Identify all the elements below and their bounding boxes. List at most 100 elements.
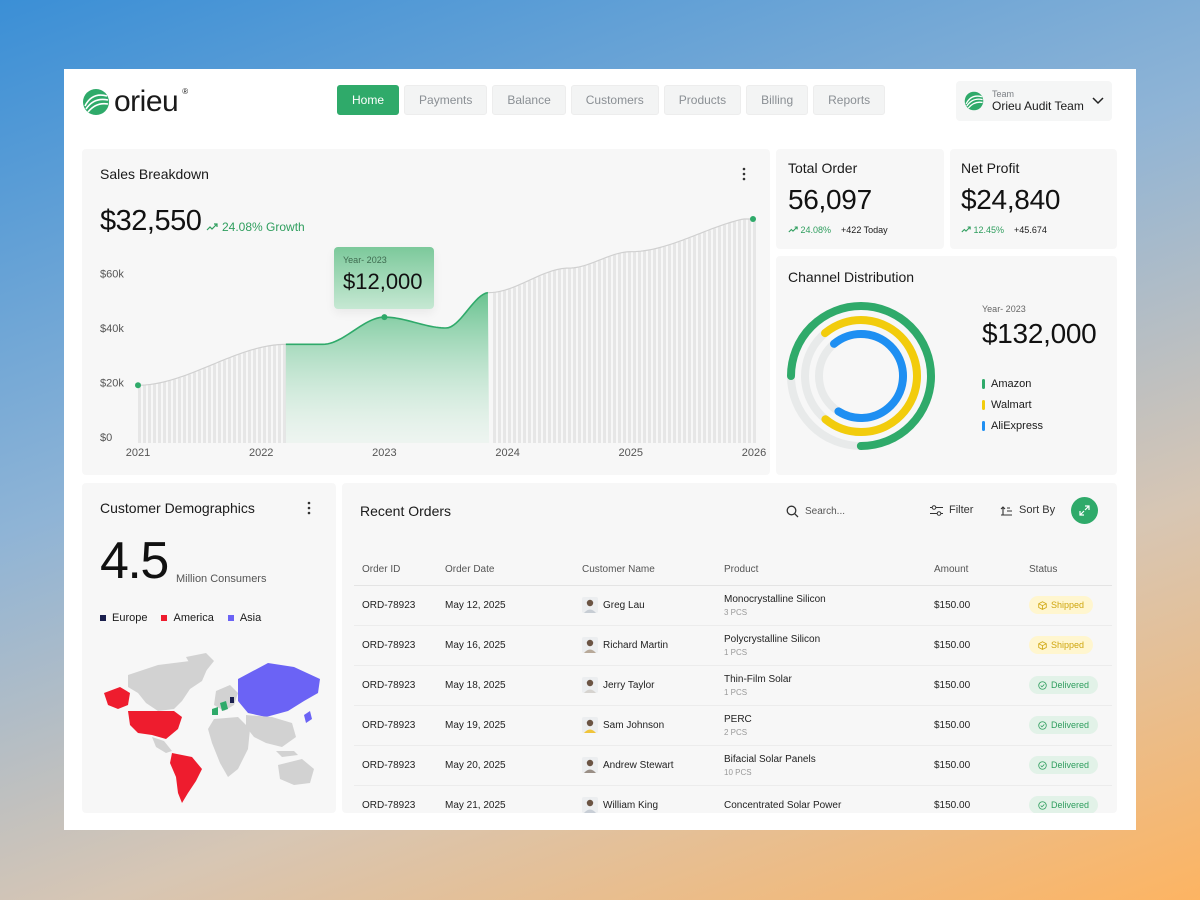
chart-bar [143,385,146,443]
chart-bar [173,379,176,443]
orders-search[interactable]: Search... [778,497,908,525]
status-badge: Delivered [1029,796,1099,813]
sort-button[interactable]: Sort By [1000,504,1055,516]
tooltip-value: $12,000 [343,269,423,294]
customer-name: Sam Johnson [603,719,665,731]
net-profit-card: Net Profit $24,840 12.45% +45.674 [950,149,1117,249]
check-circle-icon [1038,800,1047,810]
column-header-amount[interactable]: Amount [926,555,1021,586]
avatar [582,597,598,613]
chart-bar [158,383,161,443]
status-cell: Shipped [1021,625,1112,666]
chart-bar [198,370,201,443]
map-alaska [104,687,130,709]
status-text: Delivered [1051,680,1090,690]
chart-bar [753,219,756,443]
more-options-icon[interactable] [742,167,746,181]
legend-label: Amazon [991,377,1032,390]
nav-balance[interactable]: Balance [492,85,566,115]
chart-bar [643,250,646,443]
chart-end-point [750,216,756,222]
table-row[interactable]: ORD-78923 May 16, 2025 Richard Martin Polyc… [354,625,1112,666]
table-row[interactable]: ORD-78923 May 18, 2025 Jerry Taylor Thin-Fi… [354,665,1112,706]
region-label: America [173,612,214,624]
trend-up-icon [206,223,218,231]
region-swatch [161,615,168,622]
chart-bar [573,267,576,443]
sales-amount: $32,550 [100,205,202,237]
donut-arc-amazon [787,302,935,450]
column-header-status[interactable]: Status [1021,555,1112,586]
nav-customers[interactable]: Customers [570,85,659,115]
order-date: May 12, 2025 [437,585,574,626]
chart-bar [528,280,531,443]
column-header-product[interactable]: Product [716,555,926,586]
logo[interactable]: orieu ® [82,85,188,119]
column-header-customer-name[interactable]: Customer Name [574,555,716,586]
region-legend-asia: Asia [227,612,261,624]
chart-bar [273,345,276,443]
chart-highlight-area [285,292,490,443]
chart-bar [163,382,166,443]
nav-home[interactable]: Home [337,85,400,115]
product-qty: 1 PCS [724,687,748,697]
chart-bar [653,249,656,443]
nav-payments[interactable]: Payments [404,85,488,115]
chart-bar [628,251,631,443]
nav-products[interactable]: Products [663,85,742,115]
status-badge: Shipped [1029,636,1094,654]
status-badge: Delivered [1029,756,1099,774]
sort-icon [1000,506,1012,516]
team-switcher[interactable]: Team Orieu Audit Team [956,81,1112,121]
chart-bar [608,256,611,443]
chart-bar [168,380,171,443]
chart-bar [498,291,501,443]
map-greenland [186,653,214,671]
chart-bar [673,243,676,443]
customer-name: Jerry Taylor [603,679,655,691]
map-europe [214,685,238,711]
sales-chart: $60k $40k $20k $0 2021 2022 2023 2024 2025 2026 [100,216,766,459]
table-row[interactable]: ORD-78923 May 20, 2025 Andrew Stewart Bifac… [354,745,1112,786]
channel-donut-chart [787,302,935,450]
table-row[interactable]: ORD-78923 May 21, 2025 William King Concent… [354,785,1112,813]
chart-bar [258,348,261,443]
product-cell: Monocrystalline Silicon 3 PCS [716,585,926,626]
chart-bar [723,224,726,443]
chart-bar [213,364,216,443]
chart-bar [698,234,701,443]
customer: William King [582,797,716,813]
chart-tooltip: Year- 2023 $12,000 [334,247,434,309]
team-logo-icon [964,91,984,111]
status-cell: Delivered [1021,785,1112,813]
chart-bar [533,278,536,443]
expand-button[interactable] [1071,497,1098,524]
filter-button[interactable]: Filter [930,504,973,516]
legend-item-amazon: Amazon [982,373,1043,394]
more-options-icon[interactable] [307,501,311,515]
chevron-down-icon[interactable] [1092,97,1104,105]
chart-bar [668,245,671,443]
column-header-order-date[interactable]: Order Date [437,555,574,586]
order-id: ORD-78923 [354,665,437,706]
column-header-order-id[interactable]: Order ID [354,555,437,586]
table-row[interactable]: ORD-78923 May 19, 2025 Sam Johnson PERC 2 PC… [354,705,1112,746]
order-amount: $150.00 [926,705,1021,746]
table-row[interactable]: ORD-78923 May 12, 2025 Greg Lau Monocrystal… [354,585,1112,626]
total-order-pct: 24.08% [800,225,832,235]
total-order-title: Total Order [788,160,858,176]
product-cell: Concentrated Solar Power [716,785,926,813]
logo-text: orieu [114,85,179,118]
nav-billing[interactable]: Billing [746,85,809,115]
chart-bar [548,272,551,443]
chart-bar [153,384,156,443]
tooltip-year: Year- 2023 [343,255,387,265]
demographics-legend: Europe America Asia [100,612,261,624]
nav-reports[interactable]: Reports [813,85,886,115]
customer: Greg Lau [582,597,716,613]
customer-name: William King [603,799,659,811]
order-date: May 16, 2025 [437,625,574,666]
chart-bar [263,346,266,443]
chart-bar [598,260,601,443]
order-amount: $150.00 [926,745,1021,786]
